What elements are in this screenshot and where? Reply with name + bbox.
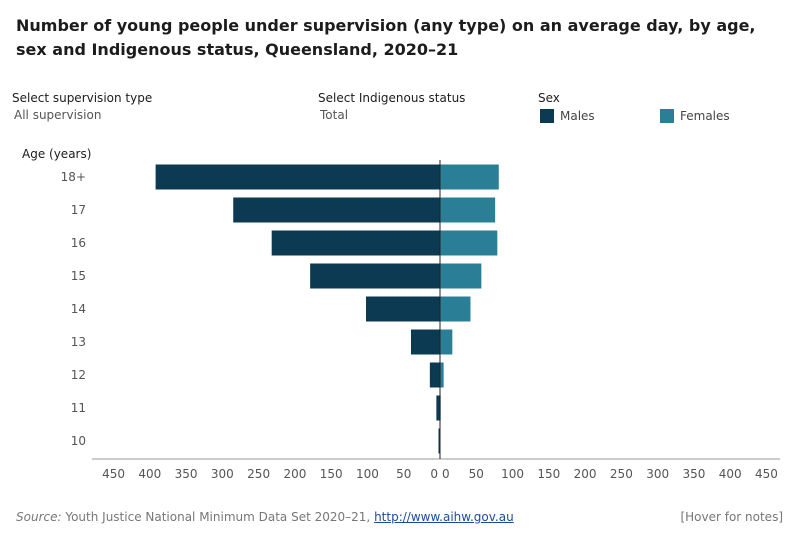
bar-females[interactable]	[440, 329, 453, 355]
bar-males[interactable]	[410, 329, 440, 355]
x-tick-label: 50	[396, 467, 411, 481]
supervision-type-label: Select supervision type	[12, 91, 153, 105]
bar-males[interactable]	[233, 197, 440, 223]
bar-females[interactable]	[440, 296, 471, 322]
population-pyramid-chart: Age (years) 18+ 17 16 15 14 13 12 11 10 450 400 35…	[22, 147, 780, 481]
y-tick-label: 14	[71, 302, 86, 316]
x-tick-label: 0	[442, 467, 450, 481]
bar-females[interactable]	[440, 230, 498, 256]
x-tick-label: 300	[646, 467, 669, 481]
x-tick-label: 250	[247, 467, 270, 481]
legend-item-females[interactable]: Females	[660, 109, 730, 123]
y-tick-label: 11	[71, 401, 86, 415]
bar-males[interactable]	[429, 362, 440, 388]
source-note: Source: Youth Justice National Minimum D…	[16, 510, 514, 524]
x-tick-label: 200	[574, 467, 597, 481]
hover-notes-link[interactable]: [Hover for notes]	[680, 510, 783, 524]
x-tick-label: 450	[102, 467, 125, 481]
x-tick-label: 300	[211, 467, 234, 481]
bar-males[interactable]	[271, 230, 440, 256]
y-tick-label: 10	[71, 434, 86, 448]
x-tick-label: 250	[610, 467, 633, 481]
bar-females[interactable]	[440, 362, 444, 388]
x-tick-label: 150	[320, 467, 343, 481]
bar-females[interactable]	[440, 197, 496, 223]
supervision-type-select[interactable]: All supervision	[14, 108, 102, 122]
x-tick-label: 100	[501, 467, 524, 481]
x-tick-label: 350	[175, 467, 198, 481]
x-tick-label: 400	[719, 467, 742, 481]
x-tick-label: 100	[356, 467, 379, 481]
y-tick-label: 18+	[61, 170, 86, 184]
x-tick-label: 400	[138, 467, 161, 481]
legend-swatch-females	[660, 109, 674, 123]
legend-label-females: Females	[680, 109, 730, 123]
indigenous-status-select[interactable]: Total	[320, 108, 349, 122]
legend-title: Sex	[538, 91, 560, 105]
bar-males[interactable]	[438, 428, 441, 454]
y-tick-label: 15	[71, 269, 86, 283]
bar-males[interactable]	[310, 263, 440, 289]
source-label: Source:	[16, 510, 62, 524]
x-tick-label: 150	[537, 467, 560, 481]
y-tick-label: 17	[71, 203, 86, 217]
y-tick-label: 16	[71, 236, 86, 250]
y-tick-label: 13	[71, 335, 86, 349]
bar-females[interactable]	[440, 263, 482, 289]
chart-title: Number of young people under supervision…	[16, 16, 756, 59]
x-tick-label: 350	[682, 467, 705, 481]
y-axis-label: Age (years)	[22, 147, 91, 161]
source-text: Youth Justice National Minimum Data Set …	[61, 510, 375, 524]
x-tick-label: 50	[469, 467, 484, 481]
bar-females[interactable]	[440, 164, 499, 190]
bar-males[interactable]	[436, 395, 440, 421]
x-tick-label: 200	[283, 467, 306, 481]
legend-item-males[interactable]: Males	[540, 109, 595, 123]
legend-swatch-males	[540, 109, 554, 123]
y-tick-label: 12	[71, 368, 86, 382]
source-link[interactable]: http://www.aihw.gov.au	[374, 510, 514, 524]
indigenous-status-label: Select Indigenous status	[318, 91, 466, 105]
bar-males[interactable]	[365, 296, 440, 322]
x-tick-label: 0	[430, 467, 438, 481]
x-tick-label: 450	[755, 467, 778, 481]
bar-males[interactable]	[155, 164, 440, 190]
legend-label-males: Males	[560, 109, 595, 123]
